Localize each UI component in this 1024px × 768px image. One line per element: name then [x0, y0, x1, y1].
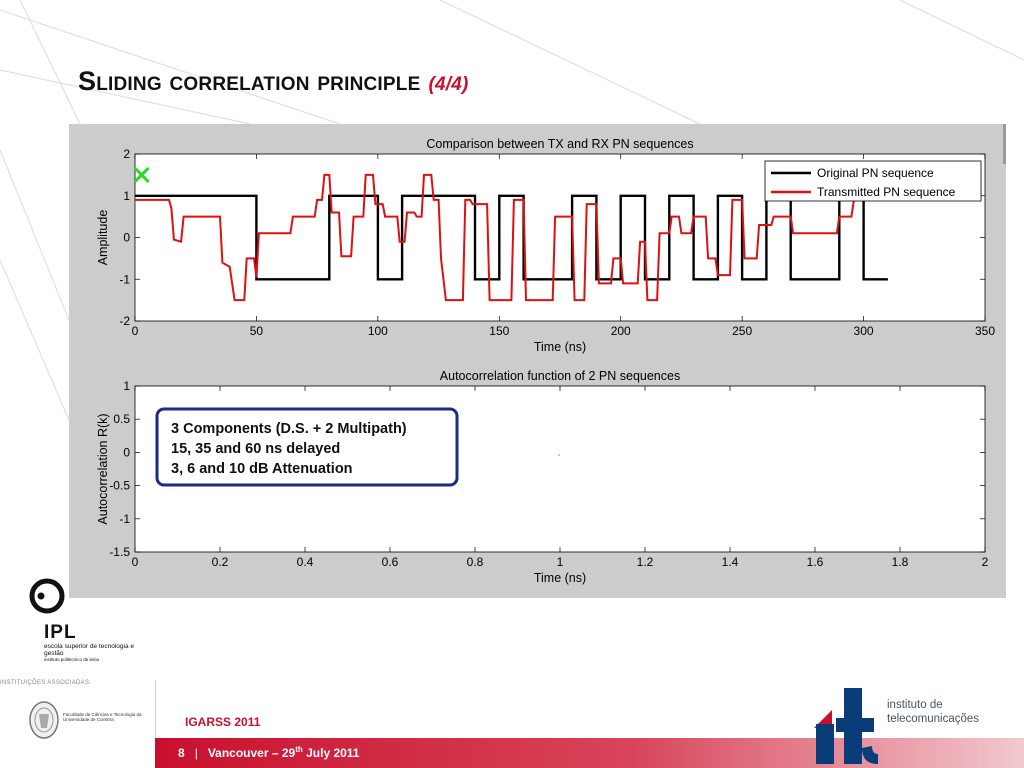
page-number: 8 [178, 746, 185, 760]
annotation-line: 3, 6 and 10 dB Attenuation [171, 461, 353, 477]
x-tick-label: 250 [732, 324, 752, 338]
x-tick-label: 50 [250, 324, 264, 338]
x-tick-label: 0 [132, 324, 139, 338]
figure-scroll-edge [1003, 124, 1006, 164]
x-tick-label: 0.2 [212, 555, 229, 569]
x-tick-label: 2 [982, 555, 989, 569]
center-dot [558, 454, 560, 456]
y-tick-label: 0 [123, 231, 130, 245]
associated-institutions-label: INSTITUIÇÕES ASSOCIADAS: [0, 680, 92, 686]
x-tick-label: 0.6 [382, 555, 399, 569]
ipl-subtitle: escola superior de tecnologia e gestão [44, 643, 134, 657]
y-tick-label: -1.5 [109, 545, 130, 559]
y-tick-label: 1 [123, 379, 130, 393]
y-tick-label: -1 [119, 512, 130, 526]
y-tick-label: -1 [119, 272, 130, 286]
y-tick-label: 2 [123, 147, 130, 161]
marker-x-stroke-2 [133, 166, 150, 183]
x-tick-label: 300 [854, 324, 874, 338]
x-tick-label: 200 [611, 324, 631, 338]
footer-location: Vancouver – 29 [207, 746, 296, 760]
legend: Original PN sequence Transmitted PN seque… [764, 160, 982, 202]
annotation-line: 3 Components (D.S. + 2 Multipath) [171, 421, 407, 437]
footer-divider [155, 680, 156, 768]
x-axis-label: Time (ns) [534, 340, 586, 354]
x-tick-label: 1.8 [892, 555, 909, 569]
y-tick-label: -0.5 [109, 479, 130, 493]
ipl-name: IPL [44, 622, 77, 643]
x-tick-label: 1.6 [807, 555, 824, 569]
conference-name: IGARSS 2011 [185, 715, 261, 729]
x-tick-label: 1 [557, 555, 564, 569]
footer-line: 8 | Vancouver – 29th July 2011 [178, 745, 359, 760]
annotation-line: 15, 35 and 60 ns delayed [171, 441, 340, 457]
footer-date: July 2011 [302, 746, 360, 760]
footer-separator: | [194, 746, 198, 760]
slide-subtitle: (4/4) [428, 74, 469, 95]
university-seal-logo [29, 701, 59, 739]
x-tick-label: 0.4 [297, 555, 314, 569]
x-tick-label: 1.2 [637, 555, 654, 569]
footer-date-sup: th [295, 745, 303, 754]
x-tick-label: 350 [975, 324, 995, 338]
x-tick-label: 0 [132, 555, 139, 569]
legend-box [764, 160, 982, 202]
ipl-subtitle-2: instituto politécnico de leiria [44, 657, 100, 662]
x-tick-label: 150 [489, 324, 509, 338]
slide-title-text: Sliding correlation principle [78, 66, 421, 96]
slide-title: Sliding correlation principle (4/4) [78, 66, 469, 97]
y-tick-label: 1 [123, 189, 130, 203]
chart-title: Autocorrelation function of 2 PN sequenc… [440, 369, 680, 383]
chart-pn-comparison: 0 50 100 150 200 250 300 350 -2 -1 0 1 2 Comparison b… [96, 137, 995, 354]
annotation-box [155, 407, 459, 487]
y-tick-label: 0 [123, 445, 130, 459]
x-axis-label: Time (ns) [534, 571, 586, 585]
y-tick-label: 0.5 [113, 412, 130, 426]
series-transmitted-line [135, 173, 855, 302]
x-tick-label: 1.4 [722, 555, 739, 569]
chart-autocorrelation: 0 0.2 0.4 0.6 0.8 1 1.2 1.4 1.6 1.8 2 -1.5 -1 -0.5 0 0.… [96, 369, 989, 585]
y-tick-label: -2 [119, 314, 130, 328]
x-tick-label: 0.8 [467, 555, 484, 569]
chart-title: Comparison between TX and RX PN sequence… [426, 137, 693, 151]
it-name-line-1: instituto de [887, 699, 943, 711]
it-logo [814, 688, 878, 764]
ipl-ring-logo [29, 578, 65, 614]
y-axis-label: Autocorrelation R(k) [96, 413, 110, 524]
it-institution-name: instituto de telecomunicações [887, 698, 1017, 726]
faculty-name: Faculdade de Ciências e Tecnologia da Un… [63, 712, 142, 723]
it-name-line-2: telecomunicações [887, 713, 980, 725]
legend-entry: Original PN sequence [817, 166, 934, 180]
x-tick-label: 100 [368, 324, 388, 338]
footer-band [155, 738, 1024, 768]
y-axis-label: Amplitude [96, 210, 110, 266]
legend-entry: Transmitted PN sequence [817, 185, 956, 199]
